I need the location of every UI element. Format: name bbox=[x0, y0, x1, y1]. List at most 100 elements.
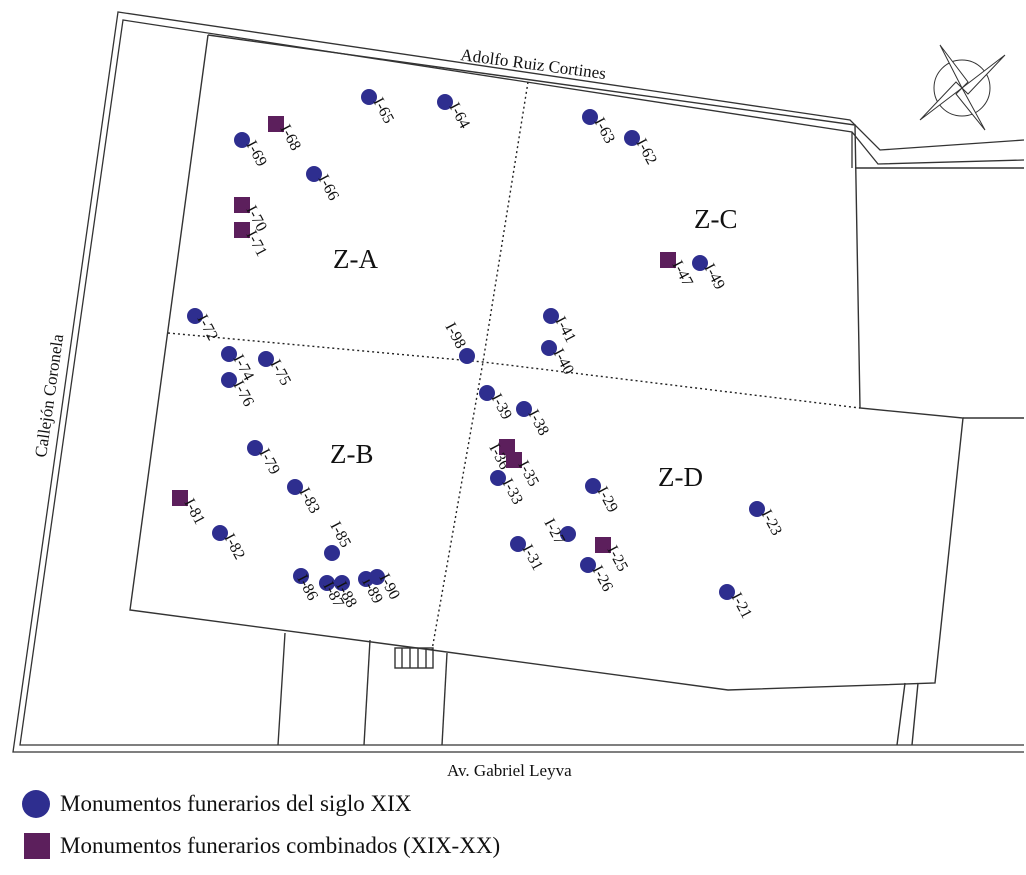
circle-marker bbox=[516, 401, 532, 417]
legend-item-century19: Monumentos funerarios del siglo XIX bbox=[22, 786, 500, 822]
circle-marker bbox=[287, 479, 303, 495]
monument-i-62: I-62 bbox=[624, 130, 660, 167]
zone-label-zb: Z-B bbox=[330, 439, 374, 469]
monument-label: I-21 bbox=[727, 590, 755, 622]
monument-label: I-26 bbox=[588, 563, 616, 595]
square-marker bbox=[595, 537, 611, 553]
monument-i-49: I-49 bbox=[692, 255, 728, 292]
monument-label: I-65 bbox=[369, 95, 397, 127]
monument-label: I-72 bbox=[193, 312, 221, 344]
monument-i-82: I-82 bbox=[212, 525, 248, 562]
circle-marker bbox=[324, 545, 340, 561]
monument-i-98: I-98 bbox=[441, 320, 475, 364]
monument-label: I-27 bbox=[540, 516, 568, 548]
monument-i-39: I-39 bbox=[479, 385, 515, 422]
block-outline bbox=[12, 11, 1025, 753]
zone-label-za: Z-A bbox=[333, 244, 378, 274]
monument-label: I-64 bbox=[445, 100, 473, 132]
monument-label: I-62 bbox=[632, 136, 660, 168]
monument-i-23: I-23 bbox=[749, 501, 785, 538]
circle-marker bbox=[361, 89, 377, 105]
monument-i-81: I-81 bbox=[172, 490, 208, 527]
monument-i-68: I-68 bbox=[268, 116, 304, 153]
circle-marker bbox=[490, 470, 506, 486]
monument-i-69: I-69 bbox=[234, 132, 270, 169]
legend: Monumentos funerarios del siglo XIX Monu… bbox=[22, 786, 500, 864]
monument-label: I-86 bbox=[293, 572, 321, 604]
circle-marker bbox=[234, 132, 250, 148]
monument-i-83: I-83 bbox=[287, 479, 323, 516]
square-marker bbox=[499, 439, 515, 455]
monument-i-72: I-72 bbox=[187, 308, 221, 343]
circle-marker bbox=[479, 385, 495, 401]
monument-label: I-79 bbox=[255, 446, 283, 478]
zone-dividers bbox=[167, 81, 861, 651]
circle-marker bbox=[221, 346, 237, 362]
circle-marker bbox=[334, 575, 350, 591]
monument-i-75: I-75 bbox=[258, 351, 294, 388]
circle-marker bbox=[221, 372, 237, 388]
monument-i-29: I-29 bbox=[585, 478, 621, 515]
circle-marker bbox=[624, 130, 640, 146]
square-marker-icon bbox=[24, 833, 50, 859]
zone-label-zc: Z-C bbox=[694, 204, 738, 234]
monument-i-38: I-38 bbox=[516, 401, 552, 438]
street-north-label: Adolfo Ruiz Cortines bbox=[459, 45, 607, 83]
monument-label: I-31 bbox=[518, 542, 546, 574]
square-marker bbox=[660, 252, 676, 268]
circle-marker bbox=[247, 440, 263, 456]
legend-label: Monumentos funerarios del siglo XIX bbox=[60, 791, 412, 816]
monument-i-41: I-41 bbox=[543, 308, 579, 345]
zone-label-zd: Z-D bbox=[658, 462, 703, 492]
circle-marker bbox=[582, 109, 598, 125]
circle-marker bbox=[437, 94, 453, 110]
circle-marker bbox=[692, 255, 708, 271]
monument-label: I-66 bbox=[314, 172, 342, 204]
circle-marker bbox=[319, 575, 335, 591]
monument-i-79: I-79 bbox=[247, 440, 283, 477]
cemetery-boundary bbox=[129, 34, 1024, 746]
monument-label: I-82 bbox=[220, 531, 248, 563]
circle-marker bbox=[293, 568, 309, 584]
monument-label: I-68 bbox=[276, 122, 304, 154]
monument-label: I-49 bbox=[700, 261, 728, 293]
monument-i-31: I-31 bbox=[510, 536, 546, 573]
circle-marker bbox=[187, 308, 203, 324]
circle-marker bbox=[212, 525, 228, 541]
circle-marker bbox=[459, 348, 475, 364]
square-marker bbox=[234, 197, 250, 213]
circle-marker bbox=[369, 569, 385, 585]
monument-label: I-76 bbox=[229, 378, 257, 410]
circle-marker bbox=[560, 526, 576, 542]
monument-i-40: I-40 bbox=[541, 340, 577, 377]
circle-marker bbox=[541, 340, 557, 356]
monument-label: I-75 bbox=[266, 357, 294, 389]
legend-label: Monumentos funerarios combinados (XIX-XX… bbox=[60, 833, 501, 858]
circle-marker bbox=[510, 536, 526, 552]
monument-label: I-47 bbox=[668, 258, 696, 290]
monument-i-47: I-47 bbox=[660, 252, 696, 289]
square-marker bbox=[172, 490, 188, 506]
monument-label: I-39 bbox=[487, 391, 515, 423]
circle-marker bbox=[580, 557, 596, 573]
compass-rose-icon bbox=[919, 44, 1006, 131]
monument-label: I-23 bbox=[757, 507, 785, 539]
monument-label: I-69 bbox=[242, 138, 270, 170]
monument-i-85: I-85 bbox=[324, 519, 354, 561]
circle-marker bbox=[585, 478, 601, 494]
square-marker bbox=[234, 222, 250, 238]
monument-i-64: I-64 bbox=[437, 94, 473, 131]
monument-label: I-98 bbox=[441, 320, 469, 352]
circle-marker bbox=[719, 584, 735, 600]
monument-markers: I-65 I-64I-68I-69I-66I-70I-71I-63I-62I-47… bbox=[172, 89, 785, 621]
monument-i-86: I-86 bbox=[293, 568, 321, 603]
monument-i-21: I-21 bbox=[719, 584, 755, 621]
monument-label: I-63 bbox=[590, 115, 618, 147]
street-west-label: Callejón Coronela bbox=[31, 333, 67, 459]
monument-i-66: I-66 bbox=[306, 166, 342, 203]
street-south-label: Av. Gabriel Leyva bbox=[447, 761, 572, 780]
circle-marker bbox=[543, 308, 559, 324]
monument-label: I-81 bbox=[180, 496, 208, 528]
circle-marker bbox=[749, 501, 765, 517]
